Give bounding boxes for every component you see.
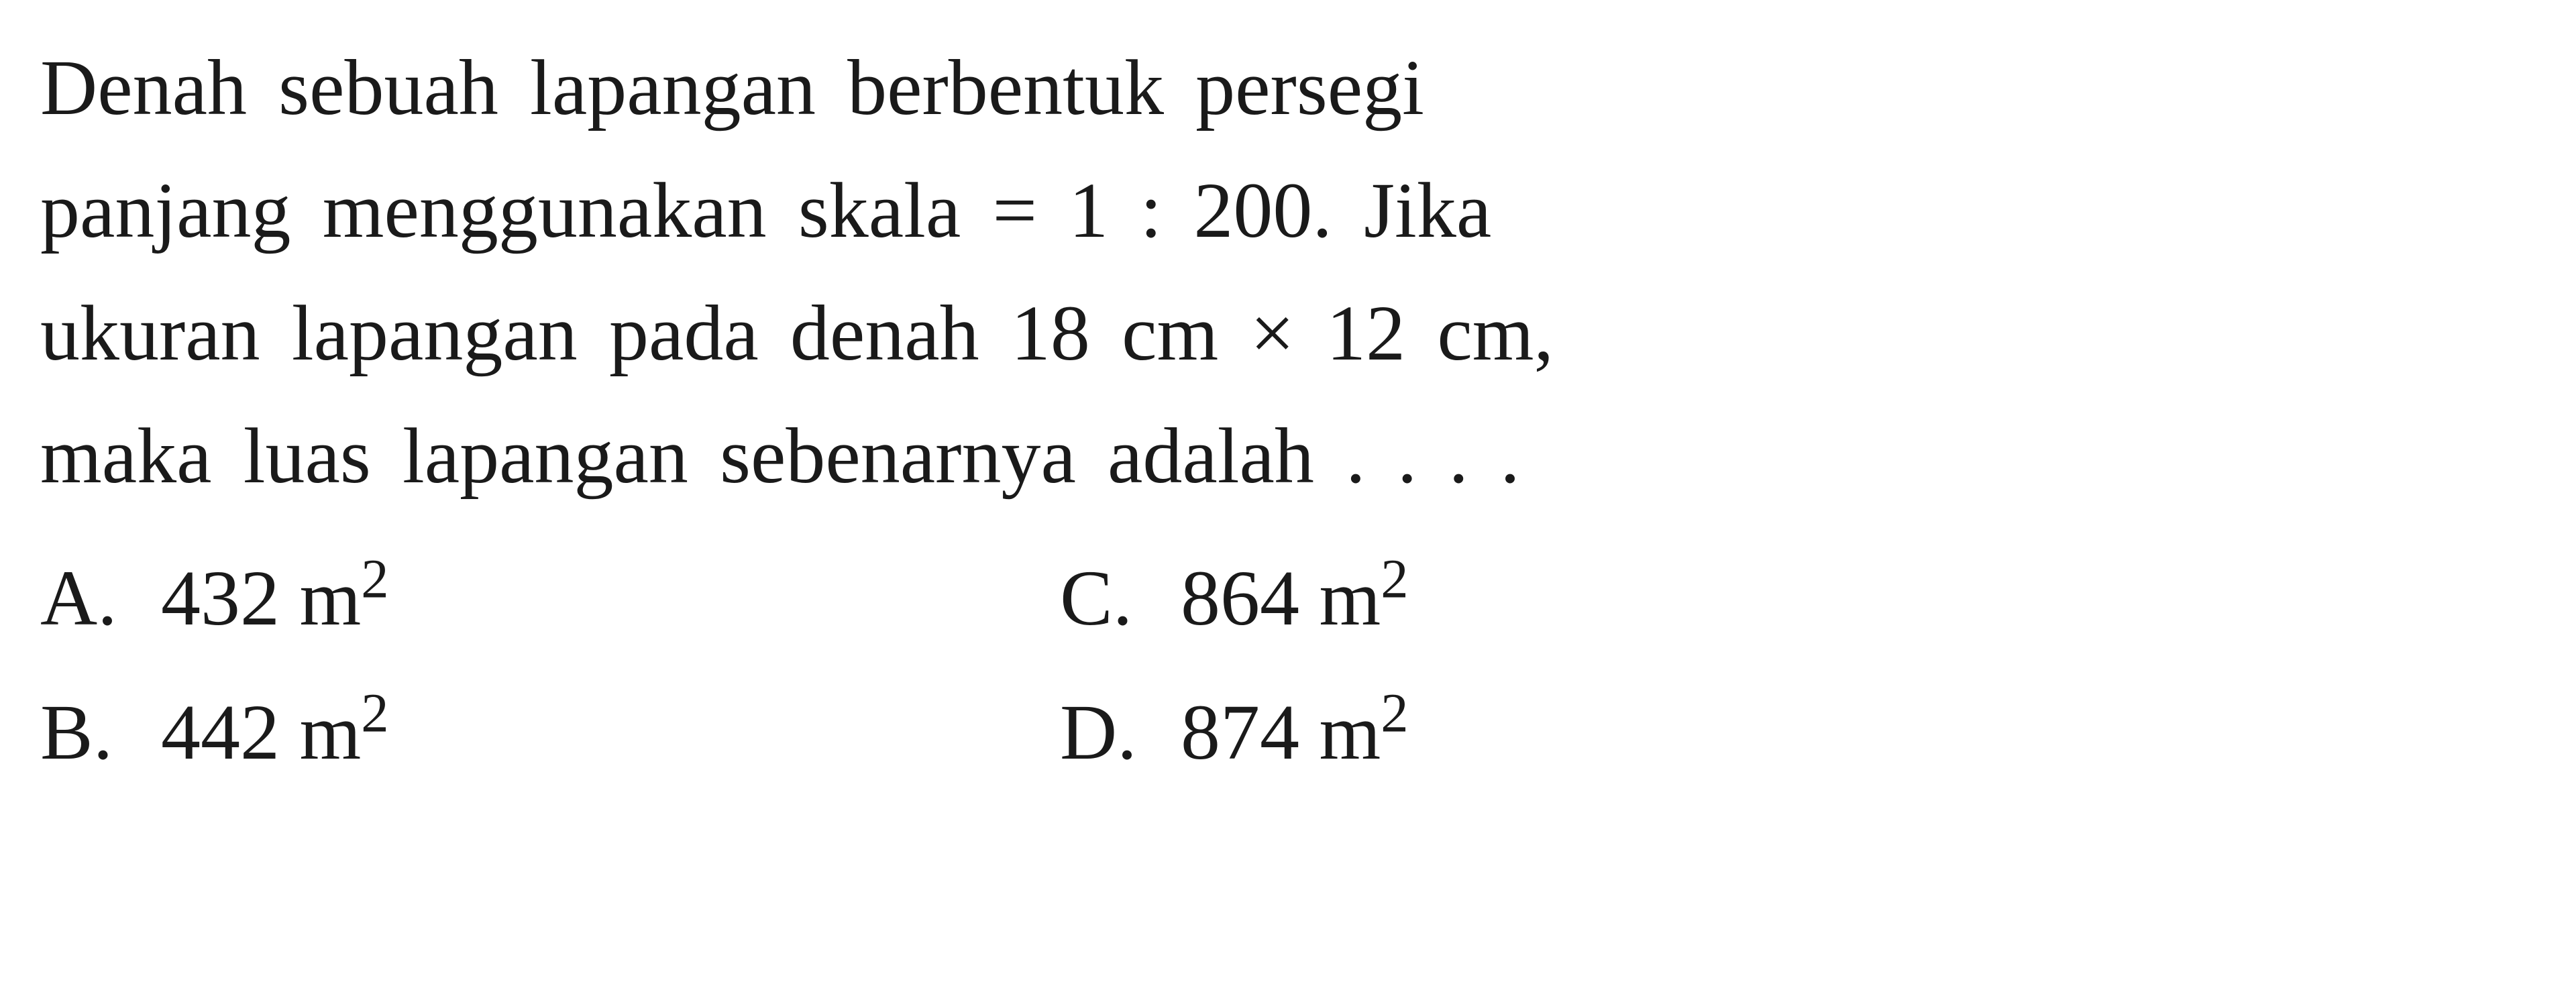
question-line-4: maka luas lapangan sebenarnya adalah . .… <box>40 395 2536 518</box>
option-a-label: A. <box>40 531 161 666</box>
question-text: Denah sebuah lapangan berbentuk persegi … <box>40 27 2536 518</box>
option-d: D. 874 m2 <box>1060 665 1409 800</box>
option-c: C. 864 m2 <box>1060 531 1409 666</box>
option-c-value: 864 m2 <box>1181 531 1409 666</box>
options-container: A. 432 m2 B. 442 m2 C. 864 m2 D. 874 m2 <box>40 531 2536 800</box>
option-b-value: 442 m2 <box>161 665 389 800</box>
question-line-2: panjang menggunakan skala = 1 : 200. Jik… <box>40 150 2536 272</box>
options-column-right: C. 864 m2 D. 874 m2 <box>1060 531 1409 800</box>
option-b: B. 442 m2 <box>40 665 979 800</box>
option-a-value: 432 m2 <box>161 531 389 666</box>
option-b-label: B. <box>40 665 161 800</box>
option-d-value: 874 m2 <box>1181 665 1409 800</box>
options-column-left: A. 432 m2 B. 442 m2 <box>40 531 979 800</box>
option-a: A. 432 m2 <box>40 531 979 666</box>
option-d-label: D. <box>1060 665 1181 800</box>
option-c-label: C. <box>1060 531 1181 666</box>
question-line-1: Denah sebuah lapangan berbentuk persegi <box>40 27 2536 150</box>
question-line-3: ukuran lapangan pada denah 18 cm × 12 cm… <box>40 272 2536 395</box>
